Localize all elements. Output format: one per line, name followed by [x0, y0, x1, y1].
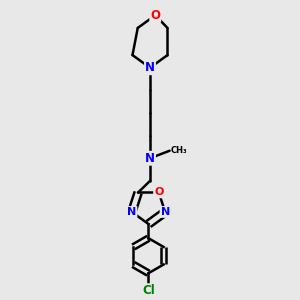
Text: O: O — [154, 188, 164, 197]
Text: N: N — [145, 61, 155, 74]
Text: CH₃: CH₃ — [171, 146, 188, 155]
Text: Cl: Cl — [142, 284, 155, 297]
Text: O: O — [150, 9, 160, 22]
Text: N: N — [127, 207, 136, 217]
Text: N: N — [160, 207, 170, 217]
Text: N: N — [145, 152, 155, 165]
